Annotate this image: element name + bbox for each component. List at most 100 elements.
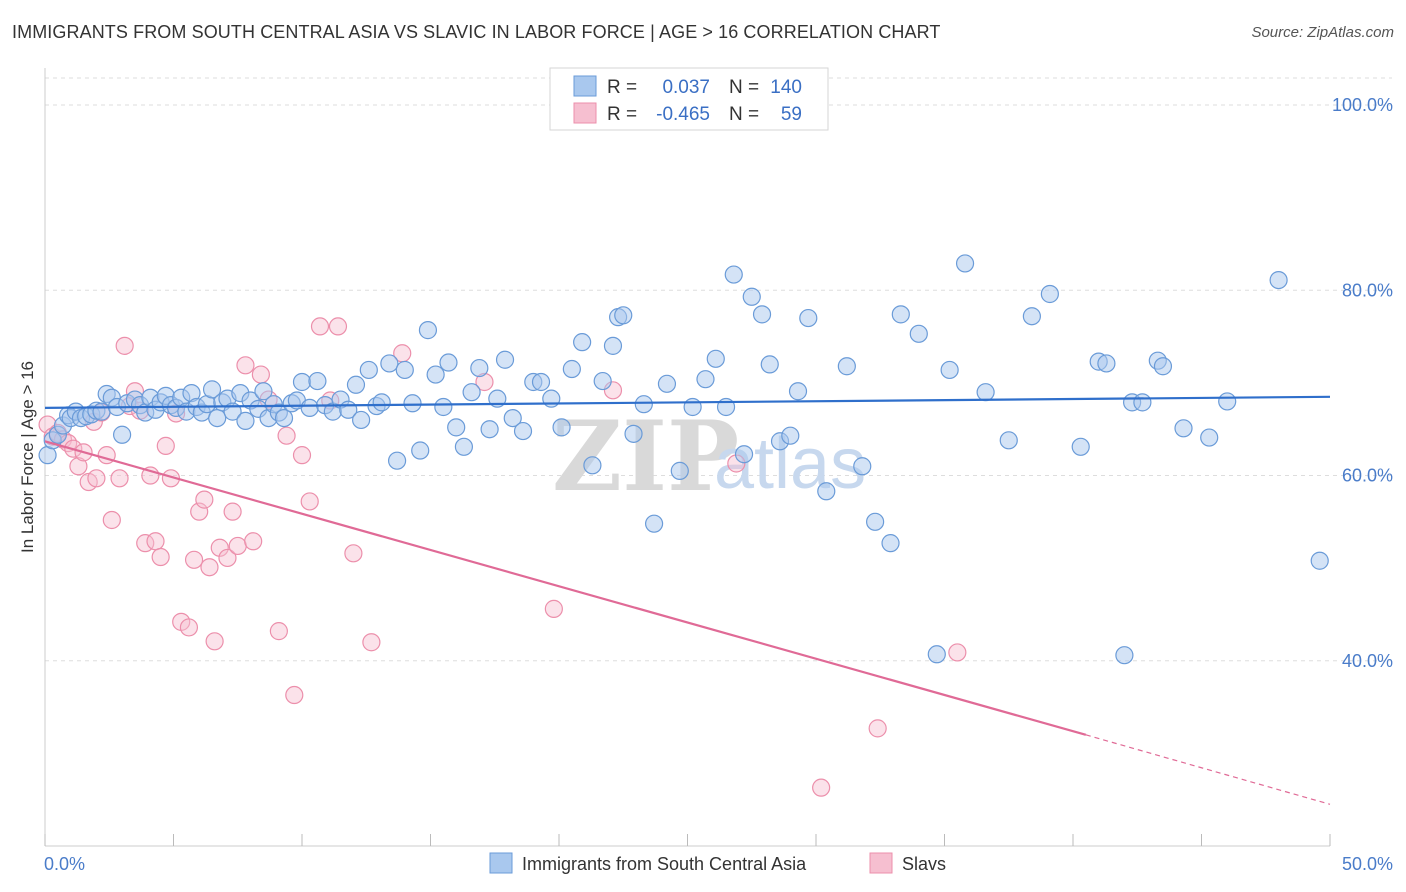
immigrants-point [418,321,438,340]
immigrants-point [503,409,522,428]
immigrants-point [799,308,818,328]
slavs-point [251,365,270,384]
x-tick-labels: 0.0% 50.0% [44,854,1393,874]
slavs-point [228,536,247,556]
y-tick-label-100: 100.0% [1332,95,1393,115]
immigrants-point [881,534,900,553]
slavs-point [195,490,214,509]
immigrants-point [292,372,312,392]
immigrants-point [236,411,255,430]
immigrants-point [202,380,222,399]
slavs-point [156,436,175,455]
immigrants-point [562,359,581,379]
immigrants-point [1200,428,1219,447]
immigrants-point [837,357,856,376]
immigrants-point [1174,419,1193,438]
slavs-point [812,778,831,797]
legend-n-value-2: 59 [781,104,802,125]
immigrants-point [300,398,319,418]
y-tick-label-40: 40.0% [1342,651,1393,671]
immigrants-point [614,306,633,325]
slavs-point [948,643,967,662]
y-tick-labels: 40.0% 60.0% 80.0% 100.0% [1332,95,1393,671]
immigrants-point [513,421,533,441]
slavs-point [184,550,204,569]
trend-lines [44,395,1331,805]
immigrants-point [624,424,643,443]
slavs-point [110,469,129,488]
slavs-point [292,446,312,465]
immigrants-point [891,305,910,324]
immigrants-point [434,397,453,417]
y-axis-title: In Labor Force | Age > 16 [18,361,37,553]
immigrants-point [495,350,515,369]
immigrants-point [1022,307,1041,326]
legend-r-label-2: R = [607,104,637,125]
bottom-legend-label-immigrants: Immigrants from South Central Asia [522,854,807,874]
immigrants-point [1269,270,1288,290]
immigrants-point [1153,357,1173,376]
immigrants-point [1218,392,1237,411]
legend-r-label-1: R = [607,77,637,98]
y-tick-label-80: 80.0% [1342,280,1393,300]
immigrants-point [742,287,761,306]
slavs-trend-line-extension [1085,734,1331,805]
immigrants-point [403,394,422,413]
immigrants-point [593,371,612,391]
immigrants-point [909,324,928,343]
immigrants-point [454,437,474,456]
series-legend: Immigrants from South Central Asia Slavs [489,852,946,874]
slavs-point [102,510,121,530]
slavs-point [205,632,224,651]
immigrants-point [781,426,800,445]
immigrants-point [208,409,227,428]
slavs-point [868,719,887,738]
immigrants-point [411,441,430,460]
chart-source: Source: ZipAtlas.com [1251,24,1394,41]
immigrants-point [395,360,414,380]
immigrants-point [387,451,407,470]
slavs-point [223,502,242,521]
bottom-legend-pink-swatch [869,852,893,874]
correlation-legend: R = 0.037 N = 140 R = -0.465 N = 59 [549,67,829,131]
immigrants-point [603,336,623,355]
slavs-point [285,685,304,705]
slavs-point [69,457,88,476]
slavs-point [244,532,263,551]
slavs-point [200,558,219,577]
legend-r-value-1: 0.037 [662,77,710,98]
immigrants-point [531,372,551,392]
immigrants-point [760,355,779,374]
slavs-point [269,622,288,641]
immigrants-point [752,305,772,324]
immigrants-point [1097,354,1116,373]
slavs-point [328,317,348,336]
immigrants-point [1115,646,1134,665]
immigrants-point [346,375,366,394]
immigrants-point [462,383,481,402]
immigrants-point [976,383,995,402]
slavs-point [277,426,296,445]
legend-n-value-1: 140 [770,77,802,98]
bottom-legend-blue-swatch [489,852,513,874]
legend-pink-swatch [573,102,597,124]
immigrants-point [683,397,702,417]
immigrants-point [274,409,294,428]
immigrants-point [657,374,677,393]
immigrants-point [426,365,445,384]
slavs-point [310,317,330,336]
slavs-point [115,336,134,355]
legend-n-label-1: N = [729,77,759,98]
immigrants-point [734,445,754,464]
immigrants-point [470,358,489,378]
slavs-point [146,532,165,551]
immigrants-point [254,382,273,401]
immigrants-point [112,425,132,444]
immigrants-point [308,371,327,391]
slavs-point [362,633,381,652]
immigrants-point [1133,393,1152,412]
slavs-trend-line [44,440,1087,736]
immigrants-point [853,457,872,476]
slavs-point [179,618,199,637]
